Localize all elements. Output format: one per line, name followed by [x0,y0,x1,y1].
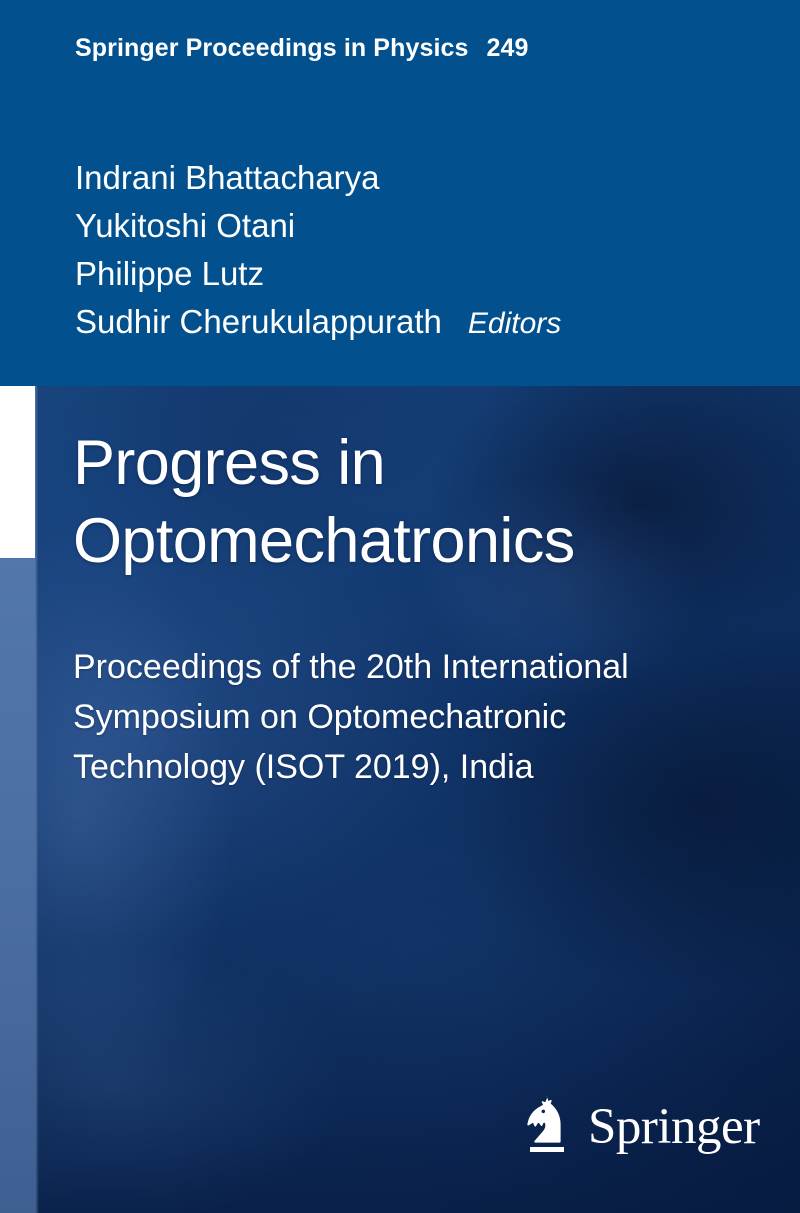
cover-background-image [0,385,800,1213]
cover-background-vignette [0,385,800,1213]
subtitle-line-2: Symposium on Optomechatronic [73,698,567,736]
springer-knight-icon [527,1096,564,1152]
editors-role-label: Editors [467,307,562,340]
spine-edge-highlight [35,386,39,1213]
editors-block: Indrani Bhattacharya Yukitoshi Otani Phi… [75,154,735,348]
series-line: Springer Proceedings in Physics 249 [75,34,529,63]
editor-name-2: Yukitoshi Otani [75,207,296,244]
page-title: Progress in Optomechatronics [73,424,753,580]
editor-name-4-row: Sudhir Cherukulappurath Editors [75,298,735,348]
header-band [0,0,800,386]
title-line-1: Progress in [73,428,386,498]
title-line-2: Optomechatronics [73,506,575,576]
subtitle-line-3: Technology (ISOT 2019), India [73,748,534,786]
editor-name-4: Sudhir Cherukulappurath [75,303,442,340]
spine-white-accent [0,386,35,558]
series-volume-number: 249 [486,34,529,62]
subtitle-line-1: Proceedings of the 20th International [73,648,629,686]
editor-name-1: Indrani Bhattacharya [75,159,380,196]
publisher-name: Springer [588,1098,760,1155]
cover-background-sheen [0,385,800,1213]
page-subtitle: Proceedings of the 20th International Sy… [73,642,763,792]
series-name: Springer Proceedings in Physics [75,34,469,62]
spine-light-accent [0,558,35,1213]
publisher-logo: Springer [518,1096,760,1158]
editor-name-3: Philippe Lutz [75,255,264,292]
